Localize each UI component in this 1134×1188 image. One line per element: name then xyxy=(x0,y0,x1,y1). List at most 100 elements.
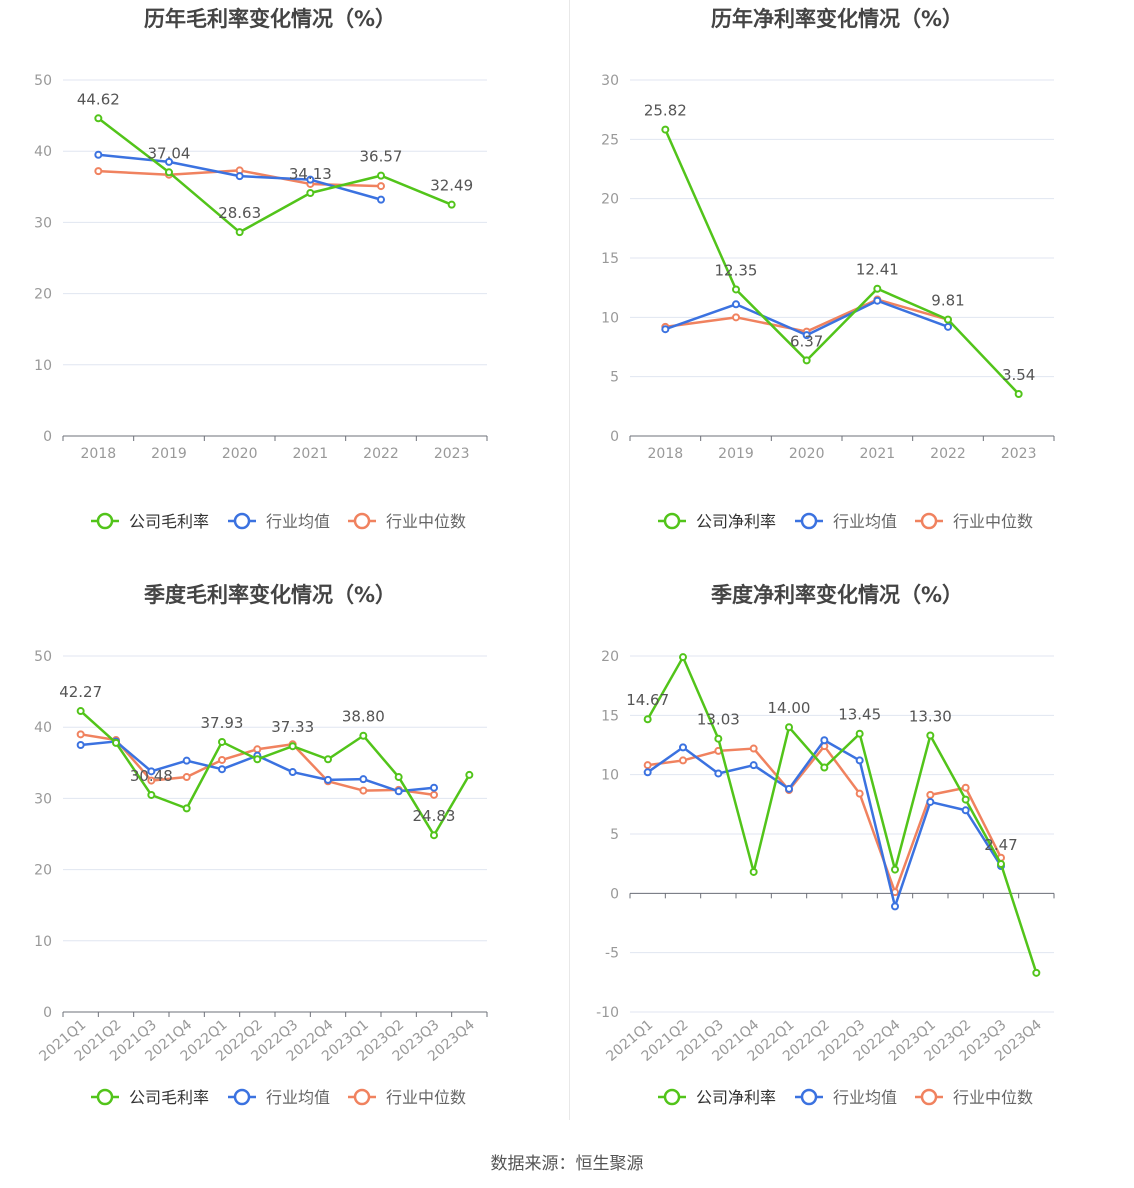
legend-label: 行业均值 xyxy=(266,1088,330,1107)
data-point-avg xyxy=(324,775,332,784)
data-point-avg xyxy=(394,787,403,796)
data-point-avg xyxy=(306,175,315,184)
chart-title: 季度毛利率变化情况（%） xyxy=(144,583,396,607)
data-point-median xyxy=(147,776,156,785)
legend-marker-company xyxy=(663,1088,681,1106)
x-tick-label: 2021 xyxy=(860,446,896,462)
y-tick-label: 20 xyxy=(34,863,52,879)
legend-label: 公司净利率 xyxy=(696,1088,776,1107)
data-point-avg xyxy=(218,765,226,774)
data-point-avg xyxy=(76,741,85,749)
data-point-median xyxy=(643,761,652,770)
y-tick-label: 20 xyxy=(34,287,52,303)
legend-marker-company xyxy=(96,512,114,530)
chart-svg: 季度毛利率变化情况（%）010203040502021Q12021Q22021Q… xyxy=(34,583,488,1107)
data-point-avg xyxy=(147,767,156,776)
data-point-avg xyxy=(820,736,829,745)
data-label: 38.80 xyxy=(342,708,385,726)
chart-quarterly-net-margin: 季度净利率变化情况（%） -10 -5 0 5 10 15 20 2021Q1 2021Q2 202… xyxy=(567,576,1134,1152)
y-tick-label: 10 xyxy=(601,310,619,326)
y-tick-label: 50 xyxy=(34,649,52,665)
chart-svg: 季度净利率变化情况（%）-10-5051015202021Q12021Q2202… xyxy=(596,583,1055,1107)
x-tick-label: 2020 xyxy=(222,446,258,462)
data-point-avg xyxy=(359,775,368,784)
data-label: 30.48 xyxy=(130,767,173,785)
data-point-median xyxy=(749,744,758,753)
data-point-company xyxy=(112,738,120,747)
x-tick-label: 2019 xyxy=(718,446,754,462)
y-tick-label: 20 xyxy=(601,192,619,208)
data-point-company xyxy=(873,284,882,293)
y-tick-label: -10 xyxy=(596,1005,619,1021)
legend-marker-avg xyxy=(233,512,251,530)
legend-marker-avg xyxy=(233,1088,251,1106)
data-label: 24.83 xyxy=(413,807,456,825)
data-point-avg xyxy=(643,768,652,777)
data-point-company xyxy=(165,168,173,177)
y-tick-label: 0 xyxy=(43,1005,52,1021)
legend-marker-avg xyxy=(800,1088,818,1106)
y-tick-label: 30 xyxy=(34,215,52,231)
chart-svg: 历年毛利率变化情况（%） 0 10 20 30 40 50 2018 2019 2020 2021 2… xyxy=(34,7,488,531)
data-point-median xyxy=(679,756,687,765)
data-point-company xyxy=(288,742,297,751)
y-tick-label: 30 xyxy=(601,73,619,89)
chart-quarterly-gross-margin: 季度毛利率变化情况（%） 0 10 20 30 40 50 2021Q1 2021Q2 2021Q… xyxy=(0,576,567,1152)
data-point-median xyxy=(732,313,740,322)
data-label: 13.03 xyxy=(697,711,740,729)
data-point-avg xyxy=(714,769,723,778)
data-point-company xyxy=(661,125,670,134)
legend-marker-median xyxy=(920,512,938,530)
y-tick-label: 5 xyxy=(610,827,619,843)
x-tick-label: 2021 xyxy=(293,446,329,462)
data-point-company xyxy=(182,804,191,813)
data-point-company xyxy=(377,171,385,180)
data-point-median xyxy=(94,167,103,176)
y-tick-label: -5 xyxy=(605,946,619,962)
y-tick-label: 10 xyxy=(34,934,52,950)
data-label: 2.47 xyxy=(984,836,1017,854)
y-tick-label: 5 xyxy=(610,370,619,386)
x-tick-label: 2018 xyxy=(81,446,117,462)
y-tick-label: 25 xyxy=(601,132,619,148)
data-point-median xyxy=(253,745,262,754)
data-point-median xyxy=(359,786,368,795)
data-point-company xyxy=(76,707,85,716)
legend-label: 行业均值 xyxy=(266,512,330,531)
data-point-company xyxy=(94,114,103,123)
legend-marker-median xyxy=(353,1088,371,1106)
legend-label: 公司毛利率 xyxy=(129,1088,209,1107)
series-line-company xyxy=(97,117,453,234)
source-note: 数据来源：恒生聚源 xyxy=(490,1154,644,1174)
y-tick-label: 40 xyxy=(34,720,52,736)
x-tick-label: 2018 xyxy=(648,446,684,462)
data-point-company xyxy=(785,723,793,732)
data-label: 44.62 xyxy=(77,90,120,108)
data-point-median xyxy=(430,790,438,799)
data-point-company xyxy=(961,795,970,804)
data-point-median xyxy=(218,755,226,764)
chart-svg: 历年净利率变化情况（%） 0 5 10 15 20 25 30 2018 2019 2020 2021… xyxy=(601,7,1055,531)
y-tick-label: 15 xyxy=(601,708,619,724)
data-point-avg xyxy=(749,761,758,770)
data-point-company xyxy=(430,831,438,840)
data-label: 42.27 xyxy=(59,683,102,701)
data-point-avg xyxy=(944,322,952,331)
data-label: 14.00 xyxy=(768,699,811,717)
y-tick-label: 30 xyxy=(34,791,52,807)
data-point-median xyxy=(926,790,935,799)
legend-label: 行业中位数 xyxy=(953,1088,1033,1107)
y-tick-label: 10 xyxy=(601,768,619,784)
data-label: 37.33 xyxy=(271,718,314,736)
data-point-company xyxy=(359,731,368,740)
y-tick-label: 0 xyxy=(610,886,619,902)
data-point-company xyxy=(235,228,244,237)
data-point-company xyxy=(944,315,952,324)
data-point-company xyxy=(891,865,899,874)
data-point-avg xyxy=(377,195,385,204)
data-point-avg xyxy=(961,806,970,815)
data-label: 36.57 xyxy=(360,148,403,166)
legend-label: 行业中位数 xyxy=(953,512,1033,531)
x-tick-label: 2023 xyxy=(434,446,470,462)
legend-marker-avg xyxy=(800,512,818,530)
